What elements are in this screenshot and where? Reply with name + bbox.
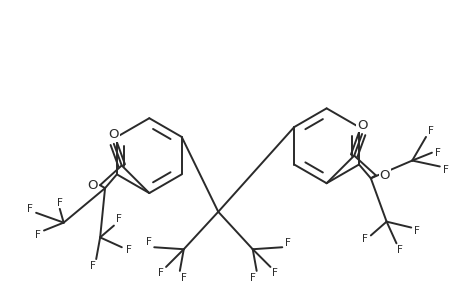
- Text: F: F: [443, 166, 449, 175]
- Text: F: F: [146, 237, 152, 247]
- Text: F: F: [285, 238, 291, 248]
- Text: F: F: [27, 204, 33, 214]
- Text: F: F: [435, 148, 441, 158]
- Text: F: F: [35, 230, 41, 241]
- Text: O: O: [87, 179, 97, 192]
- Text: O: O: [109, 128, 119, 142]
- Text: O: O: [357, 119, 368, 132]
- Text: F: F: [428, 126, 434, 136]
- Text: F: F: [116, 214, 122, 224]
- Text: F: F: [273, 268, 278, 278]
- Text: F: F: [362, 234, 368, 244]
- Text: O: O: [379, 169, 390, 182]
- Text: F: F: [250, 273, 256, 283]
- Text: F: F: [57, 198, 63, 208]
- Text: F: F: [181, 273, 187, 283]
- Text: F: F: [398, 245, 403, 255]
- Text: F: F: [90, 261, 96, 271]
- Text: F: F: [158, 268, 164, 278]
- Text: F: F: [126, 245, 132, 255]
- Text: F: F: [414, 226, 420, 235]
